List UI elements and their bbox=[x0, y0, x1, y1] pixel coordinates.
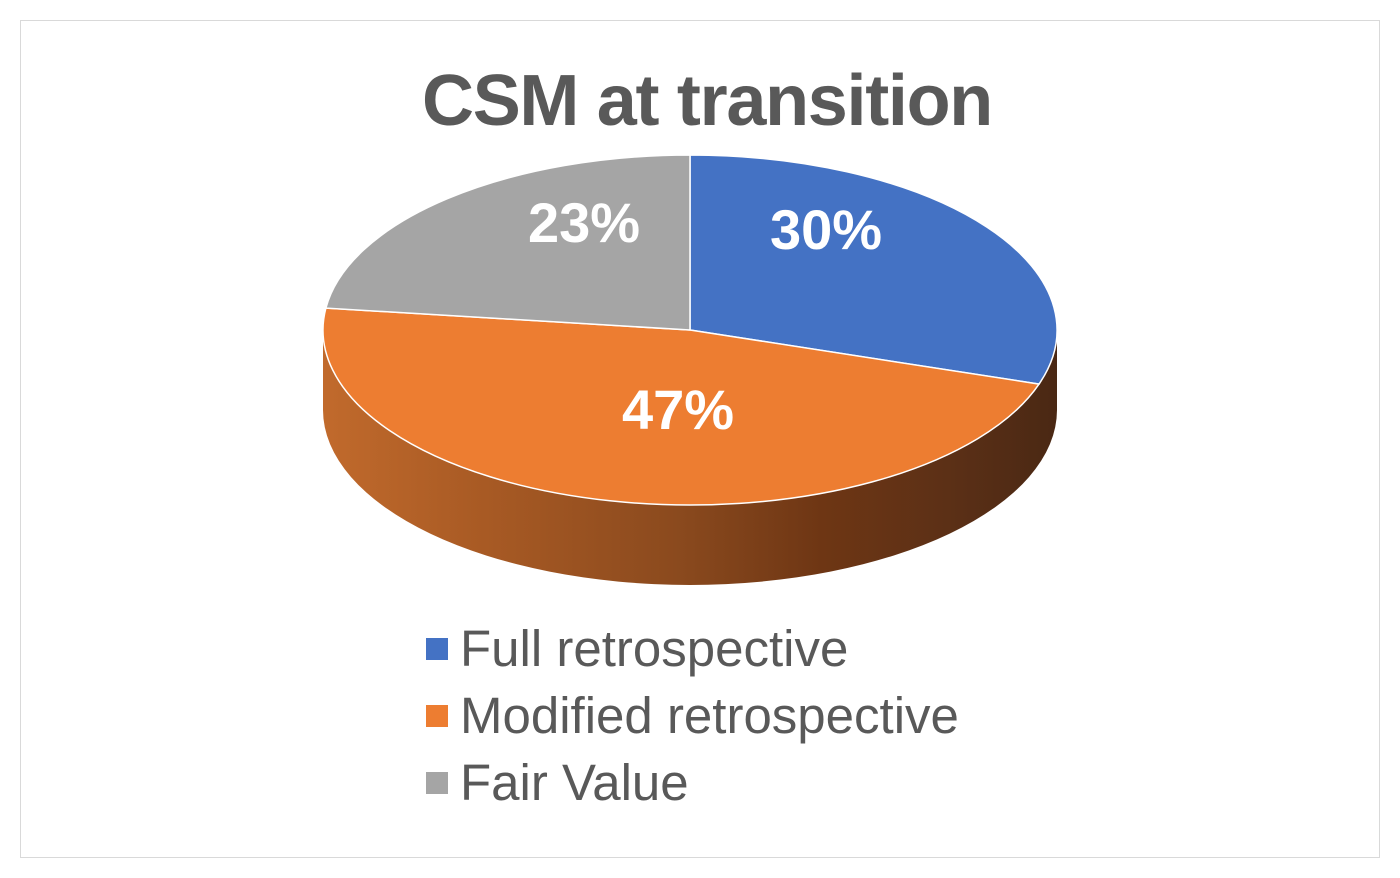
svg-text:23%: 23% bbox=[528, 191, 640, 254]
svg-text:47%: 47% bbox=[622, 378, 734, 441]
svg-text:30%: 30% bbox=[770, 198, 882, 261]
